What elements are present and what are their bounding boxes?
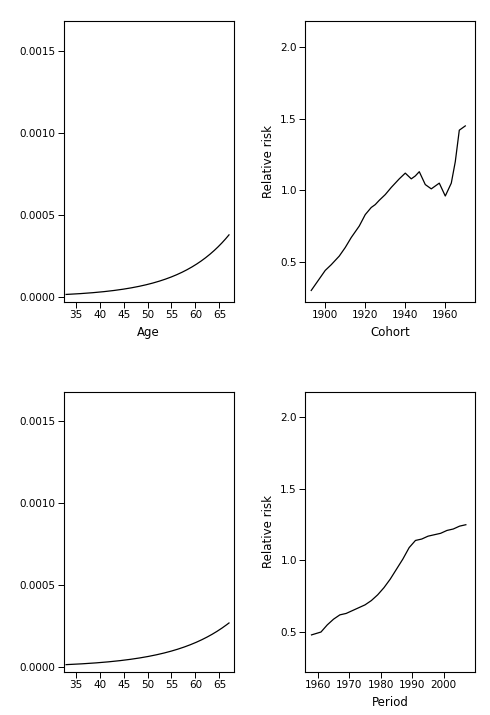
X-axis label: Period: Period [372, 696, 409, 709]
Y-axis label: Relative risk: Relative risk [262, 125, 275, 198]
X-axis label: Age: Age [137, 326, 160, 339]
X-axis label: Cohort: Cohort [370, 326, 410, 339]
Y-axis label: Relative risk: Relative risk [262, 495, 275, 568]
